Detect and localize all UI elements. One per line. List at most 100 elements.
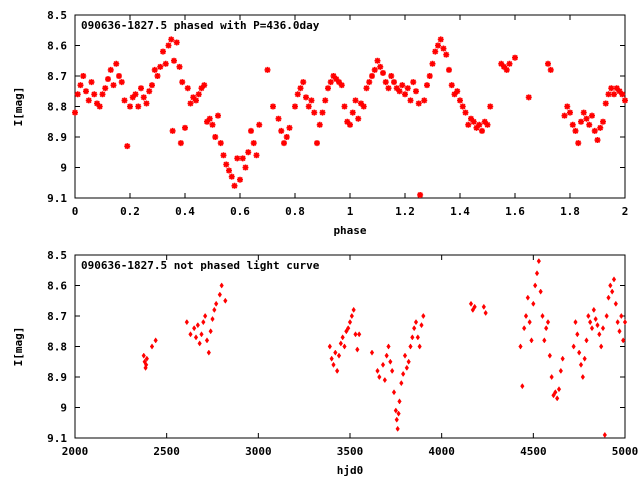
x-tick-label: 4000 [428, 445, 455, 458]
data-point [397, 398, 402, 405]
data-point [560, 355, 565, 362]
data-point [127, 103, 133, 110]
data-point [622, 97, 628, 104]
data-point [165, 42, 172, 49]
data-point [144, 361, 149, 368]
data-point [169, 127, 176, 134]
y-tick-label: 8.7 [47, 310, 67, 323]
data-point [602, 431, 607, 438]
data-point [234, 155, 241, 162]
x-tick-label: 1 [347, 205, 354, 218]
data-point [506, 60, 513, 67]
data-point [176, 63, 183, 70]
data-point [545, 60, 551, 67]
data-point [512, 54, 518, 61]
data-point [542, 337, 547, 344]
data-point [468, 115, 474, 122]
y-tick-label: 8.5 [47, 9, 67, 22]
data-point [556, 386, 562, 393]
data-point [129, 94, 136, 101]
data-point [281, 140, 287, 147]
data-point [264, 66, 271, 73]
data-point [333, 76, 340, 83]
data-point [391, 389, 397, 396]
x-axis-label: phase [333, 224, 366, 237]
data-point [215, 112, 221, 119]
data-point [283, 134, 290, 140]
data-point [498, 60, 505, 67]
data-point [311, 109, 318, 116]
data-point [412, 325, 417, 332]
data-point [199, 331, 204, 338]
data-point [333, 349, 338, 356]
data-point [85, 97, 92, 104]
data-point [390, 367, 395, 374]
data-point [342, 343, 347, 350]
data-point [253, 152, 260, 159]
data-point [399, 82, 406, 89]
data-point [237, 176, 243, 183]
data-point [468, 300, 474, 307]
data-point [382, 377, 387, 384]
x-tick-label: 2000 [62, 445, 89, 458]
data-point [217, 291, 222, 298]
x-tick-label: 0.2 [120, 205, 140, 218]
data-point [135, 103, 142, 110]
data-point [201, 319, 206, 326]
data-point [531, 300, 536, 307]
data-point [613, 85, 620, 92]
data-point [608, 85, 615, 92]
data-point [417, 343, 422, 350]
data-point [341, 103, 348, 110]
data-point [610, 288, 615, 295]
data-point [440, 45, 447, 52]
x-tick-label: 0.4 [175, 205, 195, 218]
data-point [402, 91, 408, 98]
plot-title: 090636-1827.5 not phased light curve [81, 259, 320, 272]
data-point [182, 124, 188, 131]
data-point [551, 392, 556, 399]
data-point [355, 115, 362, 122]
data-point [340, 334, 345, 341]
data-point [168, 36, 175, 43]
data-point [188, 331, 193, 338]
data-point [553, 389, 558, 396]
data-point [415, 334, 420, 341]
data-point [121, 97, 128, 104]
data-point [105, 76, 111, 83]
data-point [621, 337, 626, 344]
x-tick-label: 0.8 [285, 205, 305, 218]
data-point [256, 121, 263, 128]
x-tick-label: 1.8 [560, 205, 580, 218]
data-point [77, 82, 84, 89]
x-tick-label: 1.4 [450, 205, 470, 218]
data-point [347, 121, 353, 128]
data-point [388, 358, 393, 365]
data-point [347, 319, 353, 326]
data-point [297, 85, 304, 92]
data-point [501, 63, 507, 70]
x-axis-label: hjd0 [337, 464, 364, 477]
data-point [160, 48, 166, 55]
data-point [547, 66, 554, 73]
data-point [593, 316, 598, 323]
data-point [395, 425, 400, 432]
data-point [605, 91, 612, 98]
data-point [336, 352, 342, 359]
y-tick-label: 9 [60, 162, 67, 175]
data-point [94, 100, 100, 107]
data-point [214, 300, 219, 307]
data-point [600, 325, 606, 332]
data-point [375, 367, 380, 374]
data-point [245, 149, 252, 156]
data-point [529, 337, 534, 344]
data-point [322, 97, 329, 104]
data-point [360, 103, 367, 110]
data-point [604, 312, 609, 320]
data-point [190, 94, 197, 101]
data-point [540, 312, 545, 320]
data-point [555, 395, 560, 402]
data-point [206, 115, 213, 122]
data-point [140, 94, 147, 101]
data-point [132, 91, 139, 98]
